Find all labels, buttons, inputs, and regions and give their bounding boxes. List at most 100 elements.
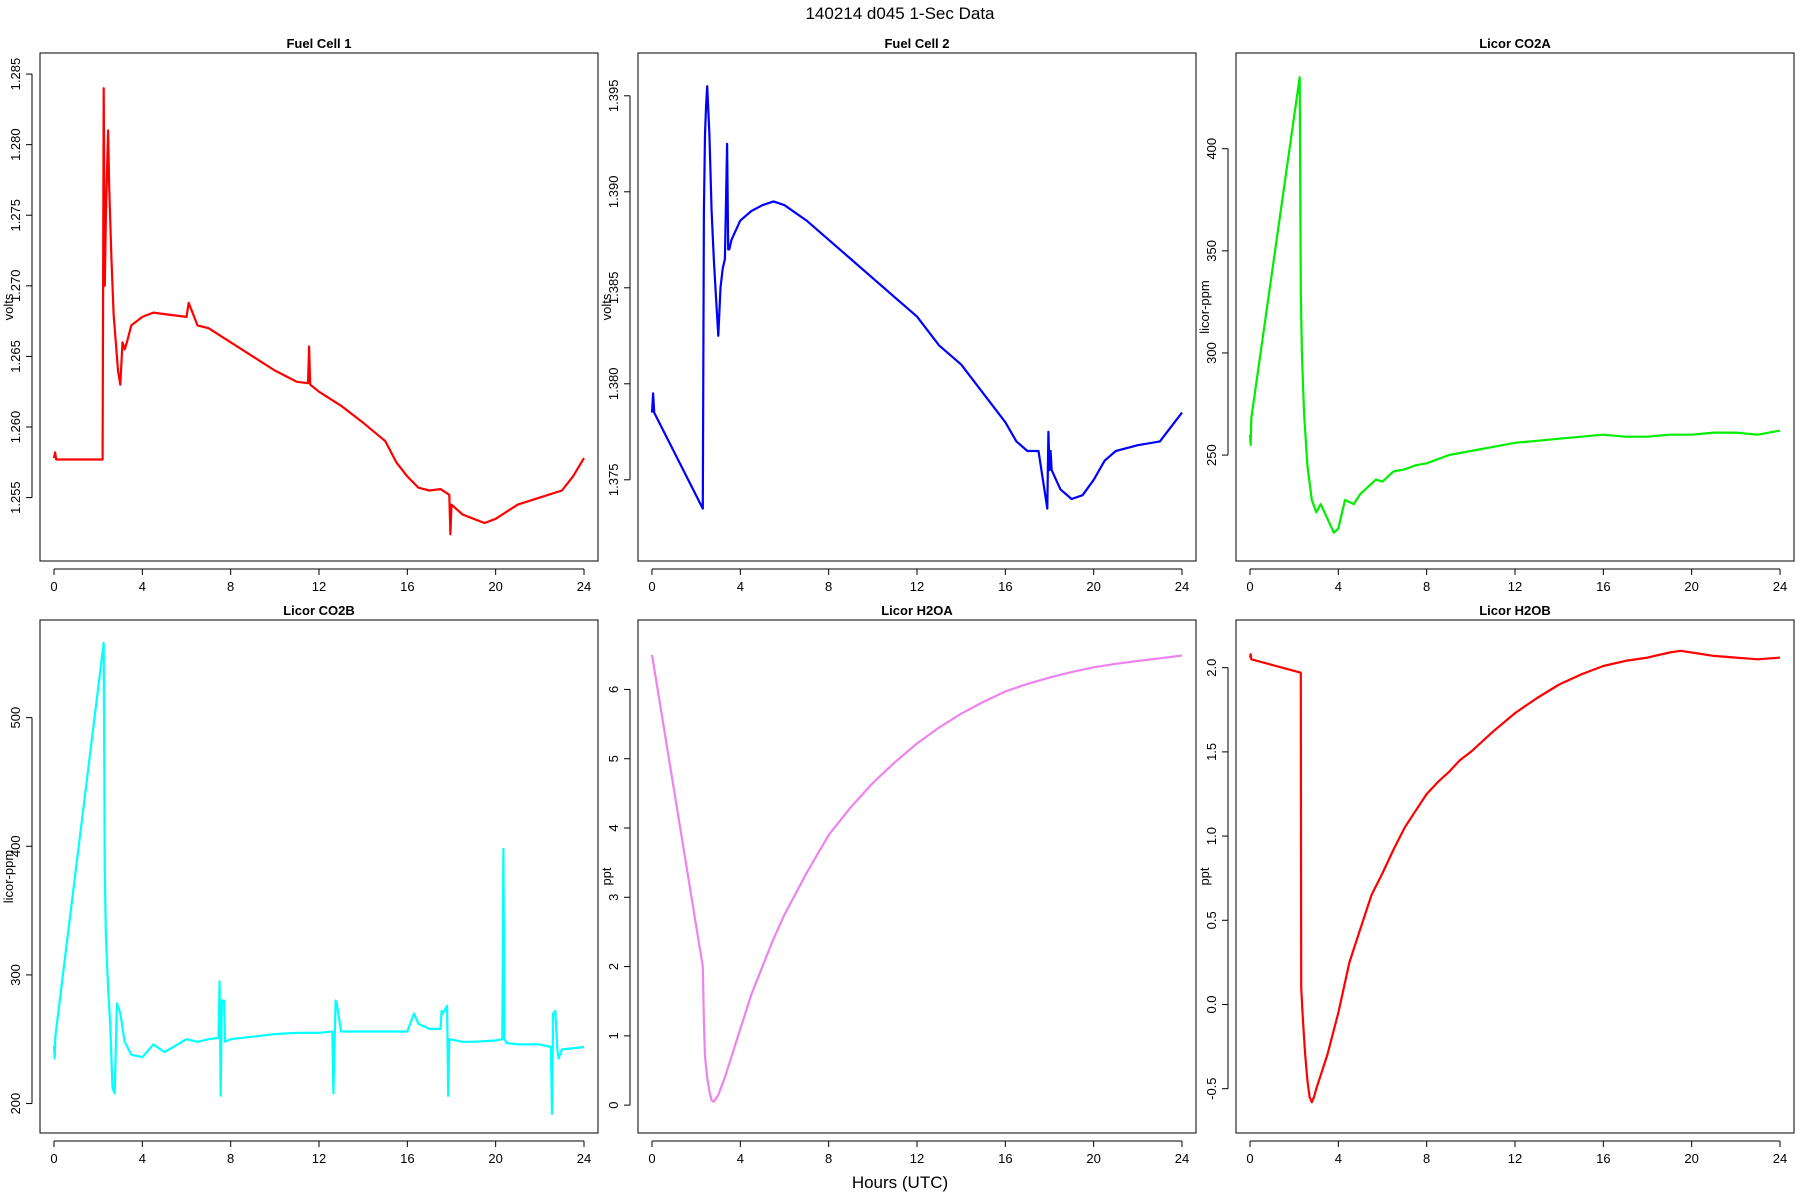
panel-title: Licor H2OA	[881, 603, 953, 618]
x-tick-label: 12	[312, 1151, 326, 1166]
x-tick-label: 16	[1596, 579, 1610, 594]
x-tick-label: 0	[50, 1151, 57, 1166]
x-tick-label: 0	[50, 579, 57, 594]
y-tick-label: 1.270	[8, 270, 23, 303]
y-tick-label: 1.260	[8, 411, 23, 444]
x-tick-label: 4	[139, 579, 146, 594]
x-tick-label: 4	[139, 1151, 146, 1166]
x-tick-label: 24	[1773, 579, 1787, 594]
plot-frame	[637, 52, 1197, 562]
y-tick-label: 0	[606, 1102, 621, 1109]
x-tick-label: 20	[1086, 579, 1100, 594]
y-tick-label: 1.385	[606, 272, 621, 305]
y-axis-label: volts	[1, 293, 16, 320]
x-tick-label: 16	[400, 579, 414, 594]
y-tick-label: 200	[8, 1093, 23, 1115]
plot-frame	[1235, 619, 1795, 1134]
panel-3: Licor CO2A licor-ppm 0 4 8 12 16 20 24 250 300 350 4…	[1197, 36, 1795, 594]
y-tick-label: 350	[1204, 240, 1219, 262]
x-tick-label: 20	[1086, 1151, 1100, 1166]
x-tick-label: 0	[1246, 1151, 1253, 1166]
y-tick-label: 1.265	[8, 340, 23, 373]
panel-title: Fuel Cell 1	[286, 36, 351, 51]
y-axis-label: licor-ppm	[1, 850, 16, 903]
series-line	[1248, 649, 1781, 1104]
y-tick-label: 5	[606, 755, 621, 762]
series-line	[650, 654, 1183, 1103]
x-tick-label: 20	[1684, 579, 1698, 594]
y-axis-label: volts	[599, 293, 614, 320]
x-tick-label: 8	[227, 579, 234, 594]
x-tick-label: 4	[737, 579, 744, 594]
x-tick-label: 8	[1423, 579, 1430, 594]
y-tick-label: 1.280	[8, 128, 23, 161]
y-tick-label: 250	[1204, 444, 1219, 466]
figure-title: 140214 d045 1-Sec Data	[805, 4, 995, 23]
y-tick-label: 6	[606, 686, 621, 693]
x-tick-label: 20	[488, 579, 502, 594]
x-tick-label: 24	[577, 1151, 591, 1166]
y-tick-label: 2	[606, 963, 621, 970]
x-tick-label: 16	[998, 579, 1012, 594]
x-tick-label: 0	[648, 579, 655, 594]
x-tick-label: 24	[1175, 1151, 1189, 1166]
x-tick-label: 8	[825, 579, 832, 594]
y-tick-label: 1.5	[1204, 743, 1219, 761]
x-tick-label: 12	[910, 1151, 924, 1166]
x-tick-label: 24	[577, 579, 591, 594]
y-tick-label: 4	[606, 824, 621, 831]
x-tick-label: 20	[1684, 1151, 1698, 1166]
x-tick-label: 8	[227, 1151, 234, 1166]
y-tick-label: 1.380	[606, 368, 621, 401]
x-tick-label: 16	[998, 1151, 1012, 1166]
series-line	[1248, 76, 1781, 534]
panel-title: Fuel Cell 2	[884, 36, 949, 51]
y-tick-label: 300	[1204, 342, 1219, 364]
x-tick-label: 8	[1423, 1151, 1430, 1166]
x-tick-label: 4	[1335, 579, 1342, 594]
x-tick-label: 8	[825, 1151, 832, 1166]
panel-4: Licor CO2B licor-ppm 0 4 8 12 16 20 24 200 300 400 5…	[1, 603, 599, 1166]
y-tick-label: 3	[606, 894, 621, 901]
y-tick-label: 1.255	[8, 481, 23, 514]
plot-frame	[39, 619, 599, 1134]
panel-title: Licor H2OB	[1479, 603, 1551, 618]
plot-frame	[39, 52, 599, 562]
plot-frame	[637, 619, 1197, 1134]
y-tick-label: -0.5	[1204, 1077, 1219, 1099]
series-line	[52, 87, 585, 536]
plot-frame	[1235, 52, 1795, 562]
y-tick-label: 1.375	[606, 464, 621, 497]
y-tick-label: 400	[1204, 138, 1219, 160]
y-tick-label: 400	[8, 835, 23, 857]
x-tick-label: 4	[737, 1151, 744, 1166]
y-tick-label: 1	[606, 1032, 621, 1039]
x-tick-label: 12	[910, 579, 924, 594]
x-tick-label: 16	[400, 1151, 414, 1166]
x-tick-label: 12	[1508, 1151, 1522, 1166]
panel-1: Fuel Cell 1 volts 0 4 8 12 16 20 24 1.255 1.260 1.2…	[1, 36, 599, 594]
y-tick-label: 300	[8, 964, 23, 986]
figure-xlabel: Hours (UTC)	[852, 1173, 948, 1192]
series-line	[650, 85, 1183, 510]
y-tick-label: 1.285	[8, 58, 23, 91]
x-tick-label: 0	[648, 1151, 655, 1166]
x-tick-label: 24	[1175, 579, 1189, 594]
y-tick-label: 0.0	[1204, 995, 1219, 1013]
x-tick-label: 16	[1596, 1151, 1610, 1166]
series-line	[52, 641, 585, 1116]
y-tick-label: 1.0	[1204, 827, 1219, 845]
x-tick-label: 24	[1773, 1151, 1787, 1166]
x-tick-label: 4	[1335, 1151, 1342, 1166]
x-tick-label: 12	[1508, 579, 1522, 594]
y-axis-label: ppt	[1197, 867, 1212, 885]
panel-title: Licor CO2A	[1479, 36, 1551, 51]
y-tick-label: 1.275	[8, 199, 23, 232]
panel-2: Fuel Cell 2 volts 0 4 8 12 16 20 24 1.375 1.380 1.3…	[599, 36, 1197, 594]
y-tick-label: 0.5	[1204, 911, 1219, 929]
panel-title: Licor CO2B	[283, 603, 355, 618]
y-axis-label: ppt	[599, 867, 614, 885]
